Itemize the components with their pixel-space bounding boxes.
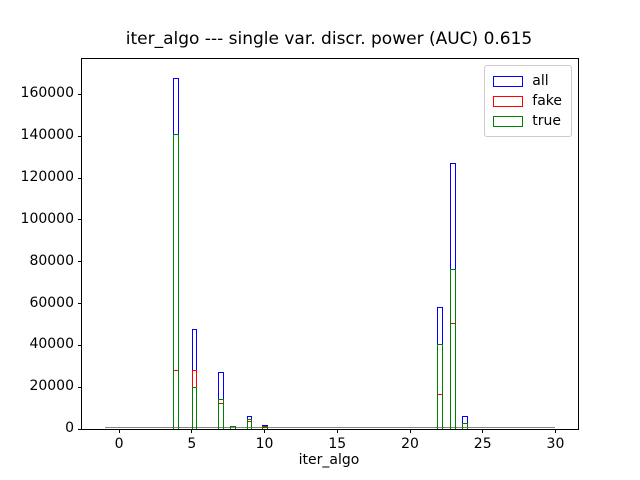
legend-label: fake xyxy=(532,93,562,109)
x-tick-mark xyxy=(554,429,556,433)
x-tick-mark xyxy=(336,429,338,433)
x-tick-mark xyxy=(482,429,484,433)
x-tick-mark xyxy=(264,429,266,433)
x-tick-mark xyxy=(191,429,193,433)
y-tick-mark xyxy=(78,135,82,137)
y-tick-mark xyxy=(78,344,82,346)
legend-swatch-fake xyxy=(493,95,524,107)
histogram-bar-true xyxy=(462,422,469,429)
histogram-bar-true xyxy=(191,386,198,429)
y-tick-label: 140000 xyxy=(20,127,74,144)
y-tick-label: 20000 xyxy=(29,378,74,395)
histogram-bar-true xyxy=(450,268,457,429)
x-tick-label: 30 xyxy=(546,436,565,452)
x-tick-label: 25 xyxy=(473,436,492,452)
x-tick-mark xyxy=(409,429,411,433)
legend-label: true xyxy=(532,113,561,129)
y-tick-label: 160000 xyxy=(20,85,74,102)
x-tick-label: 5 xyxy=(187,436,197,452)
histogram-bar-true xyxy=(218,398,225,429)
legend: all fake true xyxy=(484,65,572,137)
legend-item-true: true xyxy=(493,111,562,131)
legend-item-all: all xyxy=(493,71,562,91)
y-tick-label: 60000 xyxy=(29,294,74,311)
y-tick-label: 40000 xyxy=(29,336,74,353)
legend-label: all xyxy=(532,73,549,89)
plot-area: all fake true 0 5 10 15 20 25 30 0 20000 40000 60000… xyxy=(21,58,579,452)
legend-swatch-all xyxy=(493,75,524,87)
x-tick-label: 20 xyxy=(401,436,419,452)
x-tick-label: 10 xyxy=(255,436,274,452)
x-axis-label: iter_algo xyxy=(298,452,360,468)
y-tick-mark xyxy=(78,177,82,179)
y-tick-mark xyxy=(78,219,82,221)
y-tick-mark xyxy=(78,93,82,95)
histogram-bar-true xyxy=(436,343,443,429)
y-tick-label: 120000 xyxy=(20,169,74,185)
y-tick-label: 80000 xyxy=(29,252,74,269)
y-tick-mark xyxy=(78,303,82,304)
y-tick-mark xyxy=(78,428,82,430)
histogram-bar-true xyxy=(229,425,236,429)
histogram-bar-true xyxy=(262,426,269,429)
histogram-bar-true xyxy=(173,134,180,429)
y-tick-mark xyxy=(78,386,82,388)
x-tick-mark xyxy=(118,429,120,433)
y-tick-label: 0 xyxy=(65,420,74,436)
y-tick-label: 100000 xyxy=(20,210,74,227)
x-tick-label: 15 xyxy=(328,436,347,452)
legend-item-fake: fake xyxy=(493,91,562,111)
histogram-baseline xyxy=(104,426,556,429)
histogram-bar-all xyxy=(462,415,469,429)
x-tick-label: 0 xyxy=(114,436,124,452)
histogram-bar-true xyxy=(246,418,253,429)
y-tick-mark xyxy=(78,261,82,263)
chart-title: iter_algo --- single var. discr. power (… xyxy=(125,29,533,49)
legend-swatch-true xyxy=(493,115,524,127)
